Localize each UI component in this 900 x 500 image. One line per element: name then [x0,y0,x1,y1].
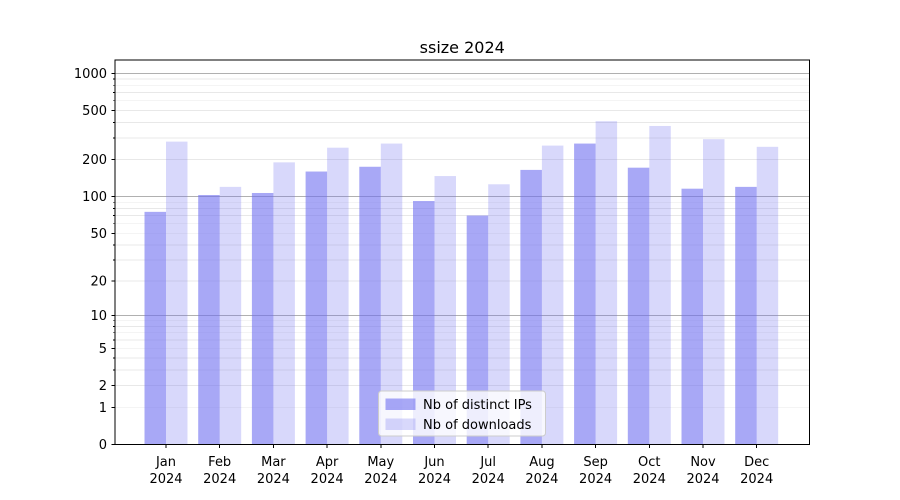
bar-nb-of-downloads [434,176,456,445]
bar-nb-of-downloads [756,146,779,445]
x-tick-year-label: 2024 [418,472,451,487]
y-tick-label: 10 [90,309,107,324]
x-tick-month-label: Apr [316,455,339,470]
x-tick-month-label: Jun [423,455,444,470]
bar-nb-of-distinct-ips [413,201,435,445]
bar-nb-of-distinct-ips [144,211,166,445]
x-tick-month-label: Jul [479,455,496,470]
y-tick-label: 5 [99,342,107,357]
x-tick-month-label: Aug [529,455,554,470]
x-tick-month-label: Feb [208,455,231,470]
bar-nb-of-downloads [649,125,671,445]
x-tick-year-label: 2024 [311,472,344,487]
x-tick-year-label: 2024 [633,472,666,487]
x-tick-year-label: 2024 [203,472,236,487]
bar-nb-of-downloads [327,147,349,445]
chart-title: ssize 2024 [420,38,505,57]
bar-nb-of-downloads [273,162,295,445]
y-tick-label: 20 [90,274,107,289]
x-tick-month-label: Oct [638,455,660,470]
y-tick-label: 1000 [74,67,107,82]
bar-nb-of-downloads [595,121,618,445]
x-tick-year-label: 2024 [686,472,719,487]
plot-border [114,59,810,445]
x-tick-month-label: Dec [744,455,769,470]
bar-nb-of-distinct-ips [627,167,650,445]
x-tick-year-label: 2024 [257,472,290,487]
bar-nb-of-downloads [703,139,725,445]
bar-nb-of-distinct-ips [681,188,703,445]
bar-nb-of-downloads [219,186,242,445]
bar-nb-of-distinct-ips [359,166,381,445]
legend-swatch-nb-of-distinct-ips [385,398,416,410]
legend-swatch-nb-of-downloads [385,418,416,430]
bar-nb-of-distinct-ips [198,195,220,445]
y-tick-label: 200 [82,153,107,168]
bar-nb-of-downloads [541,145,564,445]
y-tick-label: 1 [99,401,107,416]
bar-nb-of-distinct-ips [466,215,489,445]
x-tick-month-label: Nov [690,455,716,470]
x-tick-year-label: 2024 [149,472,182,487]
bar-nb-of-downloads [166,141,188,445]
legend [378,390,546,437]
legend-label-nb-of-distinct-ips: Nb of distinct IPs [423,398,532,413]
y-tick-label: 500 [82,104,107,119]
y-tick-label: 100 [82,190,107,205]
x-tick-year-label: 2024 [472,472,505,487]
bar-nb-of-distinct-ips [251,192,274,445]
bar-nb-of-distinct-ips [305,171,328,445]
x-tick-year-label: 2024 [525,472,558,487]
x-tick-month-label: Mar [261,455,286,470]
bar-nb-of-distinct-ips [520,169,542,445]
bar-nb-of-downloads [488,184,510,445]
bar-nb-of-distinct-ips [574,143,596,445]
y-tick-label: 0 [99,438,107,453]
y-tick-label: 2 [99,379,107,394]
bar-nb-of-distinct-ips [735,186,757,445]
legend-label-nb-of-downloads: Nb of downloads [423,418,532,433]
x-tick-month-label: Sep [583,455,608,470]
y-tick-label: 50 [90,227,107,242]
x-tick-year-label: 2024 [364,472,397,487]
x-tick-month-label: May [367,455,394,470]
x-tick-year-label: 2024 [740,472,773,487]
x-tick-month-label: Jan [155,455,176,470]
x-tick-year-label: 2024 [579,472,612,487]
bar-nb-of-downloads [380,143,403,445]
